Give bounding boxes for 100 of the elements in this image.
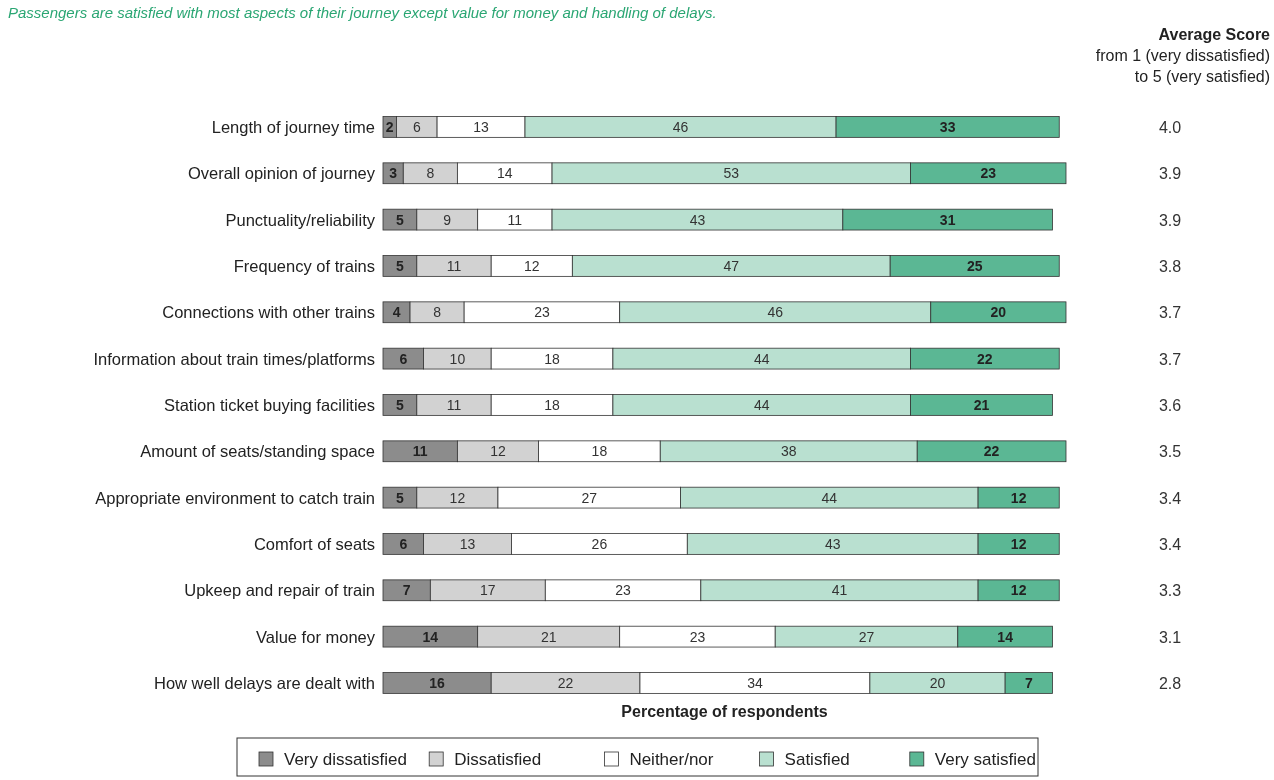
text: 3.3 bbox=[1158, 582, 1182, 600]
data-label: 11 bbox=[507, 211, 523, 228]
y-tick-label: Information about train times/platforms bbox=[93, 349, 375, 368]
data-label: 16 bbox=[429, 674, 446, 691]
text: 3.9 bbox=[1158, 211, 1182, 229]
legend-label: Very satisfied bbox=[934, 750, 1036, 769]
legend-label: Neither/nor bbox=[629, 750, 714, 769]
data-label: 2 bbox=[385, 118, 394, 135]
text: 4.0 bbox=[1158, 118, 1182, 136]
y-tick-label: Overall opinion of journey bbox=[187, 164, 376, 183]
y-tick-label: Comfort of seats bbox=[253, 534, 375, 553]
data-label: 23 bbox=[689, 628, 706, 645]
data-label: 21 bbox=[973, 396, 990, 413]
text: to 5 (very satisfied) bbox=[1134, 68, 1270, 85]
data-label: 6 bbox=[412, 118, 421, 135]
data-label: 27 bbox=[858, 628, 875, 645]
legend-label: Satisfied bbox=[784, 750, 850, 769]
data-label: 12 bbox=[490, 443, 506, 460]
data-label: 5 bbox=[396, 396, 405, 413]
y-tick-label: Punctuality/reliability bbox=[225, 210, 376, 229]
data-label: 53 bbox=[723, 165, 740, 182]
data-label: 12 bbox=[1010, 582, 1027, 599]
y-tick-label: Frequency of trains bbox=[233, 256, 375, 275]
data-label: 4 bbox=[392, 304, 401, 321]
text: 3.5 bbox=[1158, 443, 1182, 461]
y-tick-label: Appropriate environment to catch train bbox=[95, 488, 375, 507]
data-label: 12 bbox=[449, 489, 466, 506]
data-label: 12 bbox=[1010, 489, 1027, 506]
data-label: 7 bbox=[402, 582, 411, 599]
y-tick-label: Value for money bbox=[256, 627, 376, 646]
y-tick-label: Length of journey time bbox=[211, 117, 375, 136]
data-label: 14 bbox=[496, 165, 513, 182]
data-label: 23 bbox=[534, 304, 550, 321]
data-label: 23 bbox=[615, 582, 632, 599]
data-label: 17 bbox=[480, 582, 496, 599]
y-tick-label: Amount of seats/standing space bbox=[140, 442, 375, 461]
text: 3.4 bbox=[1158, 489, 1182, 507]
data-label: 44 bbox=[821, 489, 838, 506]
text: 3.6 bbox=[1158, 396, 1182, 414]
data-label: 13 bbox=[459, 535, 476, 552]
data-label: 18 bbox=[544, 396, 561, 413]
data-label: 44 bbox=[753, 396, 770, 413]
text: 3.4 bbox=[1158, 535, 1182, 553]
data-label: 43 bbox=[689, 211, 706, 228]
data-label: 8 bbox=[433, 304, 442, 321]
text: from 1 (very dissatisfied) bbox=[1095, 47, 1270, 64]
y-tick-label: Station ticket buying facilities bbox=[164, 395, 375, 414]
data-label: 46 bbox=[767, 304, 784, 321]
data-label: 23 bbox=[980, 165, 997, 182]
data-label: 12 bbox=[523, 257, 540, 274]
data-label: 6 bbox=[399, 350, 408, 367]
data-label: 26 bbox=[591, 535, 608, 552]
data-label: 38 bbox=[780, 443, 797, 460]
data-label: 22 bbox=[977, 350, 993, 367]
data-label: 46 bbox=[672, 118, 689, 135]
data-label: 20 bbox=[990, 304, 1007, 321]
data-label: 7 bbox=[1024, 674, 1033, 691]
data-label: 22 bbox=[983, 443, 1000, 460]
text: 3.1 bbox=[1158, 628, 1182, 646]
data-label: 10 bbox=[449, 350, 466, 367]
data-label: 21 bbox=[540, 628, 557, 645]
data-label: 13 bbox=[473, 118, 490, 135]
data-label: 18 bbox=[544, 350, 561, 367]
data-label: 14 bbox=[997, 628, 1014, 645]
y-tick-label: Connections with other trains bbox=[162, 303, 375, 322]
data-label: 14 bbox=[422, 628, 439, 645]
data-label: 18 bbox=[591, 443, 608, 460]
data-label: 11 bbox=[412, 443, 428, 460]
data-label: 8 bbox=[426, 165, 435, 182]
data-label: 20 bbox=[929, 674, 946, 691]
data-label: 27 bbox=[581, 489, 598, 506]
data-label: 11 bbox=[446, 396, 462, 413]
text: 3.9 bbox=[1158, 165, 1182, 183]
x-axis-title: Percentage of respondents bbox=[621, 703, 828, 720]
text: 3.7 bbox=[1158, 350, 1182, 368]
text: Average Score bbox=[1158, 26, 1271, 43]
data-label: 12 bbox=[1010, 535, 1027, 552]
y-tick-label: Upkeep and repair of train bbox=[184, 581, 375, 600]
data-label: 6 bbox=[399, 535, 408, 552]
data-label: 22 bbox=[557, 674, 574, 691]
data-label: 31 bbox=[939, 211, 956, 228]
data-label: 9 bbox=[443, 211, 452, 228]
data-label: 34 bbox=[747, 674, 763, 691]
data-label: 44 bbox=[753, 350, 770, 367]
data-label: 5 bbox=[396, 211, 405, 228]
data-label: 5 bbox=[396, 489, 405, 506]
data-label: 41 bbox=[831, 582, 848, 599]
data-label: 11 bbox=[446, 257, 462, 274]
y-tick-label: How well delays are dealt with bbox=[153, 673, 375, 692]
text: 2.8 bbox=[1158, 674, 1182, 692]
chart-title: Passengers are satisfied with most aspects of their journey except value for money and handling of delays. bbox=[8, 4, 717, 21]
legend-label: Dissatisfied bbox=[454, 750, 542, 769]
data-label: 5 bbox=[396, 257, 405, 274]
data-label: 43 bbox=[824, 535, 841, 552]
legend-label: Very dissatisfied bbox=[284, 750, 407, 769]
data-label: 25 bbox=[966, 257, 983, 274]
text: 3.7 bbox=[1158, 304, 1182, 322]
data-label: 33 bbox=[939, 118, 956, 135]
data-label: 47 bbox=[723, 257, 740, 274]
data-label: 3 bbox=[389, 165, 398, 182]
